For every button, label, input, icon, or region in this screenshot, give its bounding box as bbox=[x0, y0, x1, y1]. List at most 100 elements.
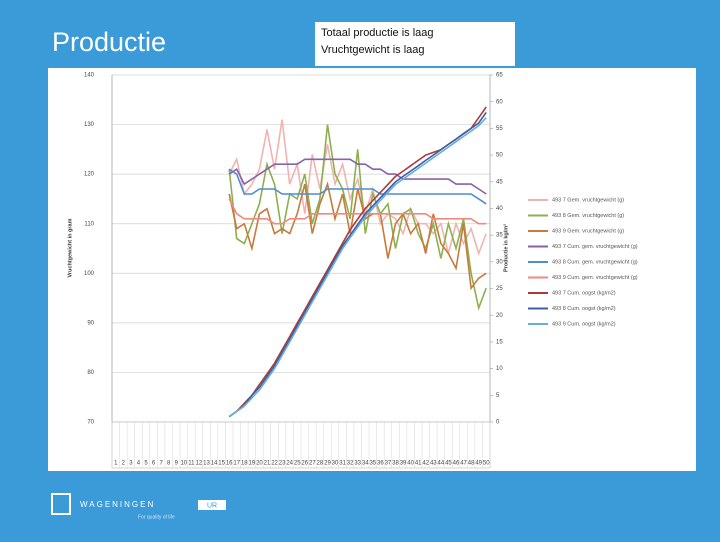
y-axis-label: Vruchtgewicht in gram bbox=[67, 218, 73, 277]
x-tick-label: 8 bbox=[167, 461, 171, 467]
y-tick-label: 70 bbox=[87, 420, 94, 426]
series-line bbox=[228, 158, 487, 195]
x-tick-label: 42 bbox=[422, 461, 429, 467]
series-line bbox=[228, 198, 487, 225]
y2-tick-label: 30 bbox=[496, 259, 503, 265]
x-tick-label: 25 bbox=[294, 461, 301, 467]
x-tick-label: 11 bbox=[188, 461, 195, 467]
legend-label: 493 7 Cum. gem. vruchtgewicht (g) bbox=[552, 244, 638, 250]
y2-tick-label: 45 bbox=[496, 179, 503, 185]
x-tick-label: 15 bbox=[218, 461, 225, 467]
logo-badge bbox=[198, 500, 226, 510]
x-tick-label: 13 bbox=[203, 461, 210, 467]
legend-label: 493 9 Gem. vruchtgewicht (g) bbox=[552, 228, 624, 234]
x-tick-label: 9 bbox=[175, 461, 179, 467]
y-tick-label: 90 bbox=[87, 320, 94, 326]
x-tick-label: 32 bbox=[347, 461, 354, 467]
x-tick-label: 23 bbox=[279, 461, 286, 467]
y2-tick-label: 40 bbox=[496, 206, 503, 212]
x-tick-label: 10 bbox=[180, 461, 187, 467]
x-tick-label: 2 bbox=[122, 461, 126, 467]
y2-tick-label: 20 bbox=[496, 313, 503, 319]
x-tick-label: 14 bbox=[211, 461, 218, 467]
chart-panel bbox=[48, 68, 696, 471]
x-tick-label: 29 bbox=[324, 461, 331, 467]
x-tick-label: 19 bbox=[249, 461, 256, 467]
y2-tick-label: 15 bbox=[496, 340, 503, 346]
x-tick-label: 26 bbox=[301, 461, 308, 467]
x-tick-label: 40 bbox=[407, 461, 414, 467]
y2-tick-label: 50 bbox=[496, 153, 503, 159]
x-tick-label: 46 bbox=[453, 461, 460, 467]
x-tick-label: 1 bbox=[114, 461, 118, 467]
x-tick-label: 21 bbox=[264, 461, 271, 467]
x-tick-label: 45 bbox=[445, 461, 452, 467]
x-tick-label: 33 bbox=[354, 461, 361, 467]
x-tick-label: 34 bbox=[362, 461, 369, 467]
x-tick-label: 3 bbox=[129, 461, 133, 467]
x-tick-label: 5 bbox=[144, 461, 148, 467]
x-tick-label: 37 bbox=[385, 461, 392, 467]
callout-line: Totaal productie is laag bbox=[321, 27, 434, 39]
y-tick-label: 140 bbox=[84, 73, 95, 79]
y-tick-label: 100 bbox=[84, 271, 95, 277]
x-tick-label: 41 bbox=[415, 461, 422, 467]
y2-tick-label: 10 bbox=[496, 366, 503, 372]
legend-label: 493 9 Cum. gem. vruchtgewicht (g) bbox=[552, 275, 638, 281]
callout-line: Vruchtgewicht is laag bbox=[321, 44, 425, 56]
x-tick-label: 27 bbox=[309, 461, 316, 467]
logo-text: WAGENINGEN bbox=[80, 500, 155, 509]
y-tick-label: 80 bbox=[87, 370, 94, 376]
series-line bbox=[228, 119, 487, 256]
x-tick-label: 43 bbox=[430, 461, 437, 467]
y-tick-label: 120 bbox=[84, 172, 95, 178]
logo-tagline: For quality of life bbox=[138, 514, 175, 520]
x-tick-label: 20 bbox=[256, 461, 263, 467]
x-tick-label: 31 bbox=[339, 461, 346, 467]
x-tick-label: 49 bbox=[475, 461, 482, 467]
x-tick-label: 36 bbox=[377, 461, 384, 467]
x-tick-label: 24 bbox=[286, 461, 293, 467]
x-tick-label: 30 bbox=[332, 461, 339, 467]
legend-label: 493 9 Cum. oogst (kg/m2) bbox=[552, 321, 616, 327]
x-tick-label: 50 bbox=[483, 461, 490, 467]
y2-axis-label: Productie in kg/m² bbox=[502, 224, 509, 272]
x-tick-label: 38 bbox=[392, 461, 399, 467]
legend-label: 493 8 Cum. oogst (kg/m2) bbox=[552, 306, 616, 312]
logo-suffix: UR bbox=[207, 502, 217, 509]
legend-label: 493 7 Cum. oogst (kg/m2) bbox=[552, 290, 616, 296]
series-line bbox=[228, 111, 487, 418]
y2-tick-label: 65 bbox=[496, 73, 503, 79]
y2-tick-label: 55 bbox=[496, 126, 503, 132]
legend-label: 493 8 Gem. vruchtgewicht (g) bbox=[552, 213, 624, 219]
series-line bbox=[228, 168, 487, 205]
x-tick-label: 18 bbox=[241, 461, 248, 467]
x-tick-label: 22 bbox=[271, 461, 278, 467]
y-tick-label: 130 bbox=[84, 122, 95, 128]
x-tick-label: 48 bbox=[468, 461, 475, 467]
x-tick-label: 17 bbox=[233, 461, 240, 467]
legend-label: 493 8 Cum. gem. vruchtgewicht (g) bbox=[552, 259, 638, 265]
x-tick-label: 35 bbox=[369, 461, 376, 467]
y2-tick-label: 5 bbox=[496, 393, 500, 399]
x-tick-label: 6 bbox=[152, 461, 156, 467]
slide-title: Productie bbox=[52, 27, 166, 57]
y2-tick-label: 35 bbox=[496, 233, 503, 239]
x-tick-label: 4 bbox=[137, 461, 141, 467]
x-tick-label: 16 bbox=[226, 461, 233, 467]
y2-tick-label: 60 bbox=[496, 99, 503, 105]
y2-tick-label: 25 bbox=[496, 286, 503, 292]
x-tick-label: 44 bbox=[438, 461, 445, 467]
x-tick-label: 39 bbox=[400, 461, 407, 467]
x-tick-label: 7 bbox=[159, 461, 163, 467]
series-line bbox=[228, 117, 487, 418]
legend-label: 493 7 Gem. vruchtgewicht (g) bbox=[552, 197, 624, 203]
callout-box bbox=[315, 22, 515, 66]
x-tick-label: 28 bbox=[317, 461, 324, 467]
x-tick-label: 12 bbox=[196, 461, 203, 467]
x-tick-label: 47 bbox=[460, 461, 467, 467]
y-tick-label: 110 bbox=[84, 221, 94, 227]
y2-tick-label: 0 bbox=[496, 420, 500, 426]
